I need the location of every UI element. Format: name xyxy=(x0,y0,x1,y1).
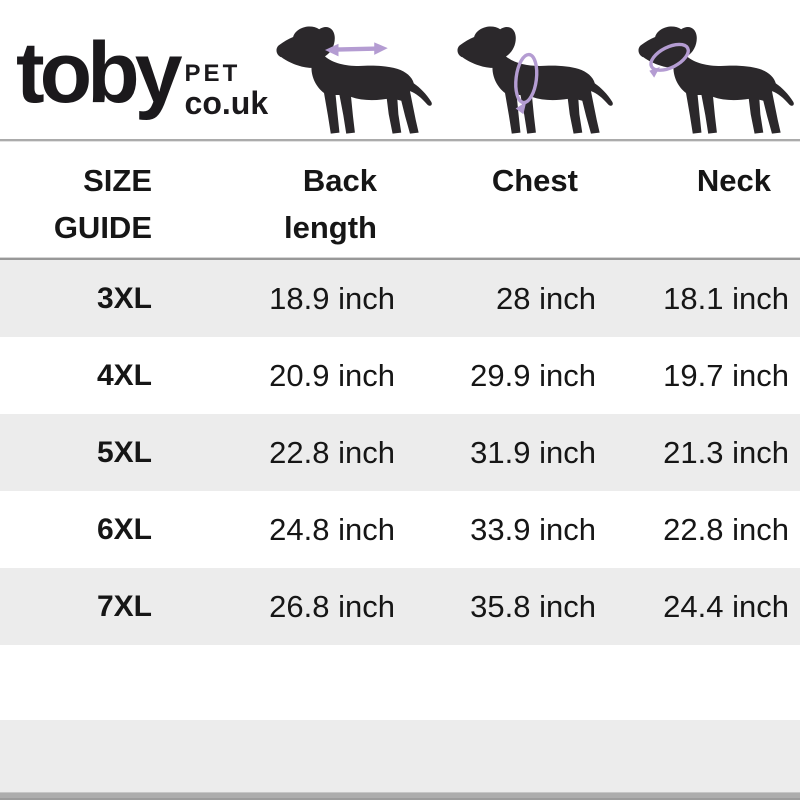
back-length-cell: 22.8 inch xyxy=(269,435,395,470)
back-length-cell: 20.9 inch xyxy=(269,358,395,393)
empty-row-gray xyxy=(0,720,800,792)
empty-row-white xyxy=(0,645,800,720)
header-divider-line xyxy=(0,139,800,142)
measurement-diagrams xyxy=(268,22,799,137)
size-cell: 6XL xyxy=(96,513,152,546)
dog-chest-diagram xyxy=(457,26,613,134)
table-row: 3XL 18.9 inch 28 inch 18.1 inch xyxy=(0,260,800,337)
chest-cell: 31.9 inch xyxy=(470,435,596,470)
table-row: 5XL 22.8 inch 31.9 inch 21.3 inch xyxy=(0,414,800,491)
header-banner: toby PET co.uk xyxy=(0,0,800,139)
size-guide-header-line2: GUIDE xyxy=(53,210,152,245)
dog-silhouette-icon xyxy=(276,26,432,134)
table-row: 4XL 20.9 inch 29.9 inch 19.7 inch xyxy=(0,337,800,414)
toby-pet-logo: toby PET co.uk xyxy=(16,30,268,119)
size-guide-header-line1: SIZE xyxy=(83,163,152,198)
neck-cell: 21.3 inch xyxy=(663,435,789,470)
dog-neck-diagram xyxy=(638,26,794,134)
size-table-body: 3XL 18.9 inch 28 inch 18.1 inch 4XL 20.9… xyxy=(0,260,800,645)
back-length-header: Back length xyxy=(152,157,395,257)
size-cell: 7XL xyxy=(96,590,152,623)
size-cell: 5XL xyxy=(96,436,152,469)
neck-cell: 22.8 inch xyxy=(663,512,789,547)
back-length-cell: 24.8 inch xyxy=(269,512,395,547)
back-length-cell: 26.8 inch xyxy=(269,589,395,624)
neck-cell: 19.7 inch xyxy=(663,358,789,393)
table-header-row: SIZE GUIDE Back length Chest Neck xyxy=(0,142,800,257)
bottom-edge-strip xyxy=(0,792,800,800)
size-cell: 3XL xyxy=(96,282,152,315)
chest-header: Chest xyxy=(491,163,578,198)
neck-cell: 18.1 inch xyxy=(663,281,789,316)
logo-domain-text: co.uk xyxy=(184,85,269,121)
neck-cell: 24.4 inch xyxy=(663,589,789,624)
size-cell: 4XL xyxy=(96,359,152,392)
table-header-underline xyxy=(0,257,800,260)
back-length-header-line2: length xyxy=(284,210,377,245)
chest-girth-loop-icon xyxy=(514,52,539,115)
back-length-header-line1: Back xyxy=(302,163,377,198)
logo-suffix: PET co.uk xyxy=(184,60,269,121)
dog-silhouette-icon xyxy=(638,26,794,134)
logo-pet-text: PET xyxy=(184,60,241,87)
neck-loop-icon xyxy=(649,42,690,78)
chest-cell: 33.9 inch xyxy=(470,512,596,547)
chest-cell: 29.9 inch xyxy=(470,358,596,393)
table-row: 6XL 24.8 inch 33.9 inch 22.8 inch xyxy=(0,491,800,568)
logo-wordmark: toby xyxy=(16,25,183,121)
back-length-cell: 18.9 inch xyxy=(269,281,395,316)
table-row: 7XL 26.8 inch 35.8 inch 24.4 inch xyxy=(0,568,800,645)
chest-cell: 28 inch xyxy=(496,281,596,316)
size-guide-header: SIZE GUIDE xyxy=(0,157,152,257)
dog-back-length-diagram xyxy=(276,26,432,134)
chest-cell: 35.8 inch xyxy=(470,589,596,624)
back-length-arrow-icon xyxy=(324,42,388,57)
neck-header: Neck xyxy=(696,163,771,198)
